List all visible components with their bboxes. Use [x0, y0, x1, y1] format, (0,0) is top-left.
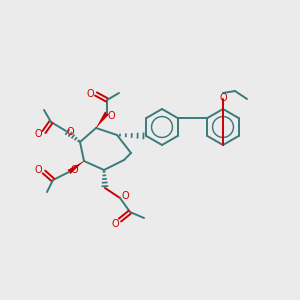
Polygon shape	[68, 161, 84, 174]
Text: O: O	[219, 93, 227, 103]
Text: O: O	[70, 165, 78, 175]
Text: O: O	[107, 111, 115, 121]
Text: O: O	[111, 219, 119, 229]
Text: O: O	[86, 89, 94, 99]
Text: O: O	[34, 165, 42, 175]
Text: O: O	[121, 191, 129, 201]
Polygon shape	[96, 112, 109, 128]
Text: O: O	[34, 129, 42, 139]
Text: O: O	[66, 127, 74, 137]
